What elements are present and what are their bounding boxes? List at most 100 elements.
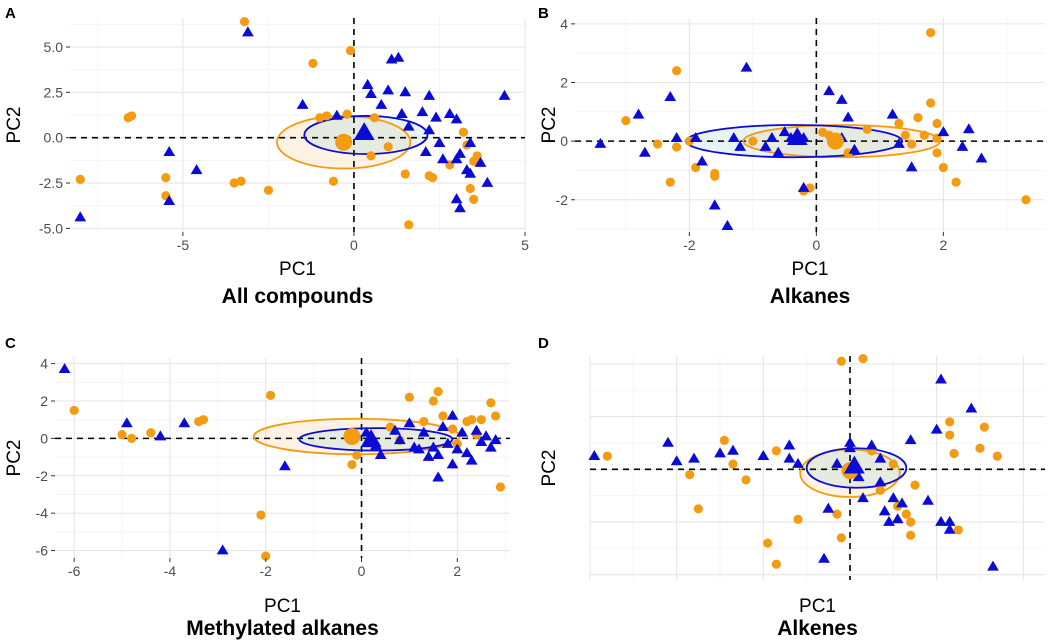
data-point-triangle	[389, 424, 401, 435]
data-point-triangle	[375, 98, 388, 109]
data-point-circle	[875, 485, 885, 495]
data-point-circle	[906, 530, 916, 540]
x-tick-label: 0	[812, 237, 820, 253]
data-point-triangle	[844, 442, 856, 453]
data-point-circle	[919, 130, 929, 140]
data-point-triangle	[930, 423, 943, 434]
series-2	[74, 26, 511, 222]
data-point-triangle	[727, 131, 740, 143]
data-point-triangle	[437, 153, 449, 164]
data-point-triangle	[688, 452, 700, 463]
data-point-triangle	[696, 155, 708, 166]
y-tick-label: -6	[36, 543, 49, 559]
data-point-circle	[472, 151, 482, 161]
data-point-triangle	[797, 181, 810, 192]
data-point-circle	[900, 130, 910, 140]
data-point-circle	[910, 480, 920, 490]
data-point-circle	[741, 475, 751, 485]
confidence-ellipse-2	[805, 447, 908, 489]
data-point-triangle	[956, 140, 969, 151]
data-point-triangle	[759, 140, 772, 151]
data-point-circle	[951, 177, 961, 187]
panel-letter: C	[5, 335, 16, 352]
y-axis-title: PC2	[539, 107, 560, 144]
data-point-triangle	[163, 146, 176, 157]
data-point-circle	[369, 113, 380, 123]
data-point-triangle	[417, 426, 430, 437]
data-point-circle	[843, 148, 853, 158]
data-point-triangle	[480, 430, 492, 441]
data-point-triangle	[662, 436, 674, 447]
y-tick-label: 0	[560, 133, 568, 149]
data-point-circle	[75, 174, 85, 185]
panel-b: -2 0 2 -2 0 2 4 PC1 PC2 Alkanes B	[538, 5, 1045, 308]
data-point-triangle	[461, 447, 473, 458]
data-point-circle	[672, 66, 682, 76]
x-tick-label: -2	[683, 237, 696, 253]
data-point-triangle	[670, 131, 683, 143]
data-point-circle	[428, 396, 438, 406]
data-point-triangle	[935, 515, 947, 526]
data-point-triangle	[721, 219, 734, 230]
data-point-circle	[710, 171, 720, 181]
data-point-triangle	[423, 89, 436, 100]
data-point-triangle	[893, 137, 905, 148]
y-tick-label: 2	[560, 74, 568, 90]
data-point-triangle	[905, 161, 918, 172]
data-point-circle	[465, 183, 475, 194]
data-point-triangle	[382, 84, 395, 95]
panel-title: Alkenes	[777, 617, 858, 640]
data-point-triangle	[413, 443, 425, 454]
data-point-triangle	[772, 146, 785, 157]
data-point-triangle	[464, 167, 477, 178]
data-point-circle	[652, 139, 663, 149]
data-point-triangle	[365, 87, 377, 99]
data-point-circle	[263, 185, 274, 195]
data-point-circle	[771, 446, 781, 456]
data-point-triangle	[374, 448, 387, 460]
data-point-triangle	[740, 61, 753, 72]
data-point-circle	[486, 398, 496, 408]
panel-title: Methylated alkanes	[186, 617, 379, 640]
data-point-triangle	[178, 417, 191, 428]
data-point-circle	[458, 127, 469, 137]
data-point-triangle	[450, 153, 463, 164]
data-point-triangle	[689, 131, 702, 143]
data-point-triangle	[296, 98, 309, 109]
data-point-triangle	[896, 497, 908, 508]
data-point-triangle	[392, 51, 405, 62]
data-point-circle	[894, 118, 904, 129]
data-point-circle	[836, 533, 846, 543]
data-point-triangle	[470, 424, 483, 435]
y-tick-label: 5.0	[44, 39, 64, 55]
data-point-triangle	[456, 426, 468, 437]
data-point-circle	[491, 411, 501, 421]
y-tick-label: -2	[36, 468, 49, 484]
data-point-triangle	[632, 108, 645, 119]
data-point-triangle	[361, 78, 374, 89]
data-point-circle	[447, 424, 458, 434]
data-point-triangle	[714, 447, 726, 458]
data-point-triangle	[844, 436, 856, 447]
data-point-triangle	[757, 449, 770, 460]
data-point-circle	[342, 109, 352, 119]
data-point-triangle	[783, 439, 796, 450]
data-point-triangle	[443, 107, 456, 118]
data-point-circle	[467, 415, 477, 425]
data-point-triangle	[874, 452, 887, 463]
data-point-circle	[975, 443, 985, 453]
y-tick-label: -2	[556, 192, 569, 208]
x-tick-label: -5	[177, 237, 190, 253]
data-point-triangle	[330, 109, 343, 120]
data-point-triangle	[402, 120, 415, 131]
data-point-triangle	[638, 146, 651, 157]
data-point-circle	[236, 176, 246, 186]
data-point-triangle	[891, 513, 904, 524]
data-point-triangle	[935, 373, 947, 384]
x-tick-label: -4	[164, 563, 177, 579]
y-tick-label: 2	[40, 393, 48, 409]
data-point-circle	[763, 538, 773, 548]
data-point-circle	[621, 116, 631, 126]
data-point-triangle	[489, 434, 502, 445]
data-point-circle	[907, 139, 917, 149]
